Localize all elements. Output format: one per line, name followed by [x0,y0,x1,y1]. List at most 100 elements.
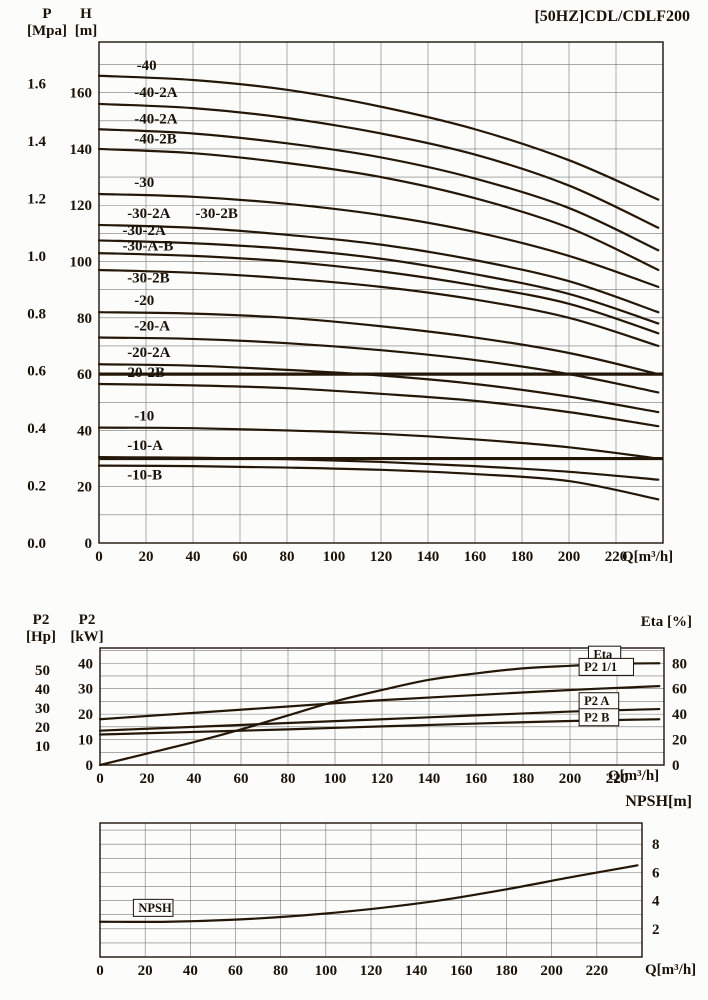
svg-text:30: 30 [35,701,50,717]
svg-text:20: 20 [140,771,155,787]
svg-text:-40-2B: -40-2B [134,131,177,147]
svg-text:-30-A-B: -30-A-B [123,238,174,254]
svg-text:6: 6 [652,865,660,881]
axis-title-p: P [42,6,52,22]
svg-text:40: 40 [672,707,687,723]
curve--20-2B [97,382,660,428]
curve--40-2B [97,147,660,272]
svg-text:40: 40 [186,549,201,565]
axis-header-head: H [m] [68,6,104,41]
svg-text:0.2: 0.2 [27,479,46,495]
svg-text:60: 60 [233,549,248,565]
svg-text:200: 200 [540,963,563,979]
svg-text:40: 40 [35,682,50,698]
svg-text:P2 A: P2 A [584,694,609,708]
axis-title-p2hp: P2 [32,612,50,628]
svg-text:160: 160 [464,549,487,565]
svg-text:-30-2B: -30-2B [195,206,238,222]
svg-text:0: 0 [95,549,103,565]
svg-text:-10-B: -10-B [127,468,162,484]
axis-title-p2kw: P2 [78,612,96,628]
svg-text:0.6: 0.6 [27,364,46,380]
svg-text:-40: -40 [137,58,157,74]
svg-text:NPSH: NPSH [138,901,172,915]
svg-text:100: 100 [70,255,93,271]
curve-P2 A [98,707,661,732]
label-box-P2 1/1 [578,657,634,676]
svg-text:80: 80 [77,311,92,327]
svg-text:220: 220 [605,549,628,565]
curve--40-2A [97,128,660,252]
svg-text:-30-2A: -30-2A [127,206,170,222]
svg-text:120: 120 [70,198,93,214]
label-box-P2 B [578,708,620,727]
svg-text:-30-2A: -30-2A [123,223,166,239]
svg-text:60: 60 [672,682,687,698]
curve--10-A [97,456,660,481]
head-capacity-chart: 0 20 40 60 80 100 120 140 160 180 200 220 0.0 0.2 0.4 0… [27,41,664,565]
svg-text:160: 160 [70,86,93,102]
curve-Eta [98,662,661,767]
svg-text:0.4: 0.4 [27,421,46,437]
curve--20 [97,311,660,376]
svg-text:-20: -20 [134,293,154,309]
svg-text:1.6: 1.6 [27,77,46,93]
svg-text:10: 10 [35,739,50,755]
svg-text:80: 80 [281,771,296,787]
svg-text:120: 120 [371,771,394,787]
svg-text:1.0: 1.0 [27,249,46,265]
axis-header-pressure: P [Mpa] [24,6,70,41]
svg-text:0: 0 [96,963,104,979]
svg-text:0.8: 0.8 [27,306,46,322]
curve--30-2B [97,268,660,348]
svg-text:180: 180 [511,549,534,565]
curve--30-A-B [97,251,660,335]
svg-text:20: 20 [77,480,92,496]
svg-text:0: 0 [85,536,93,552]
svg-text:0.0: 0.0 [27,536,46,552]
curve-P2 1/1 [98,685,661,721]
svg-text:-20-A: -20-A [134,318,170,334]
npsh-chart: 0 20 40 60 80 100 120 140 160 180 200 220 2 4 6 8 NPSH [96,822,660,979]
curve--20-2A [97,363,660,414]
svg-text:0: 0 [672,758,680,774]
axis-unit-hp: [Hp] [26,629,56,646]
q-axis-label-top: Q[m³/h] [622,549,674,565]
svg-text:100: 100 [315,963,338,979]
svg-text:60: 60 [234,771,249,787]
curve--10 [97,426,660,460]
svg-text:160: 160 [450,963,473,979]
curve--30-2A [97,239,660,325]
svg-text:50: 50 [35,663,50,679]
svg-text:0: 0 [86,758,94,774]
axis-title-h: H [80,6,92,22]
svg-text:100: 100 [324,771,347,787]
curve--10-B [97,464,660,501]
svg-text:120: 120 [370,549,393,565]
svg-text:20: 20 [672,733,687,749]
curve--40-2A [97,102,660,229]
svg-text:20: 20 [78,707,93,723]
svg-text:40: 40 [78,656,93,672]
svg-text:140: 140 [70,142,93,158]
svg-text:120: 120 [360,963,383,979]
svg-text:20: 20 [35,720,50,736]
eta-axis-header: Eta [%] [640,614,692,630]
curve--30-2A [97,223,660,314]
svg-text:40: 40 [183,963,198,979]
svg-text:140: 140 [418,771,441,787]
curve--40 [97,74,660,201]
svg-text:1.4: 1.4 [27,134,46,150]
svg-text:100: 100 [323,549,346,565]
axis-header-p2-hp: P2 [Hp] [18,612,64,647]
label-box-NPSH [132,898,174,917]
curve-NPSH [98,864,639,923]
axis-unit-kw: [kW] [70,629,104,646]
svg-text:8: 8 [652,837,660,853]
svg-text:200: 200 [558,549,581,565]
svg-text:-30: -30 [134,175,154,191]
svg-text:80: 80 [280,549,295,565]
svg-text:-40-2A: -40-2A [134,112,177,128]
